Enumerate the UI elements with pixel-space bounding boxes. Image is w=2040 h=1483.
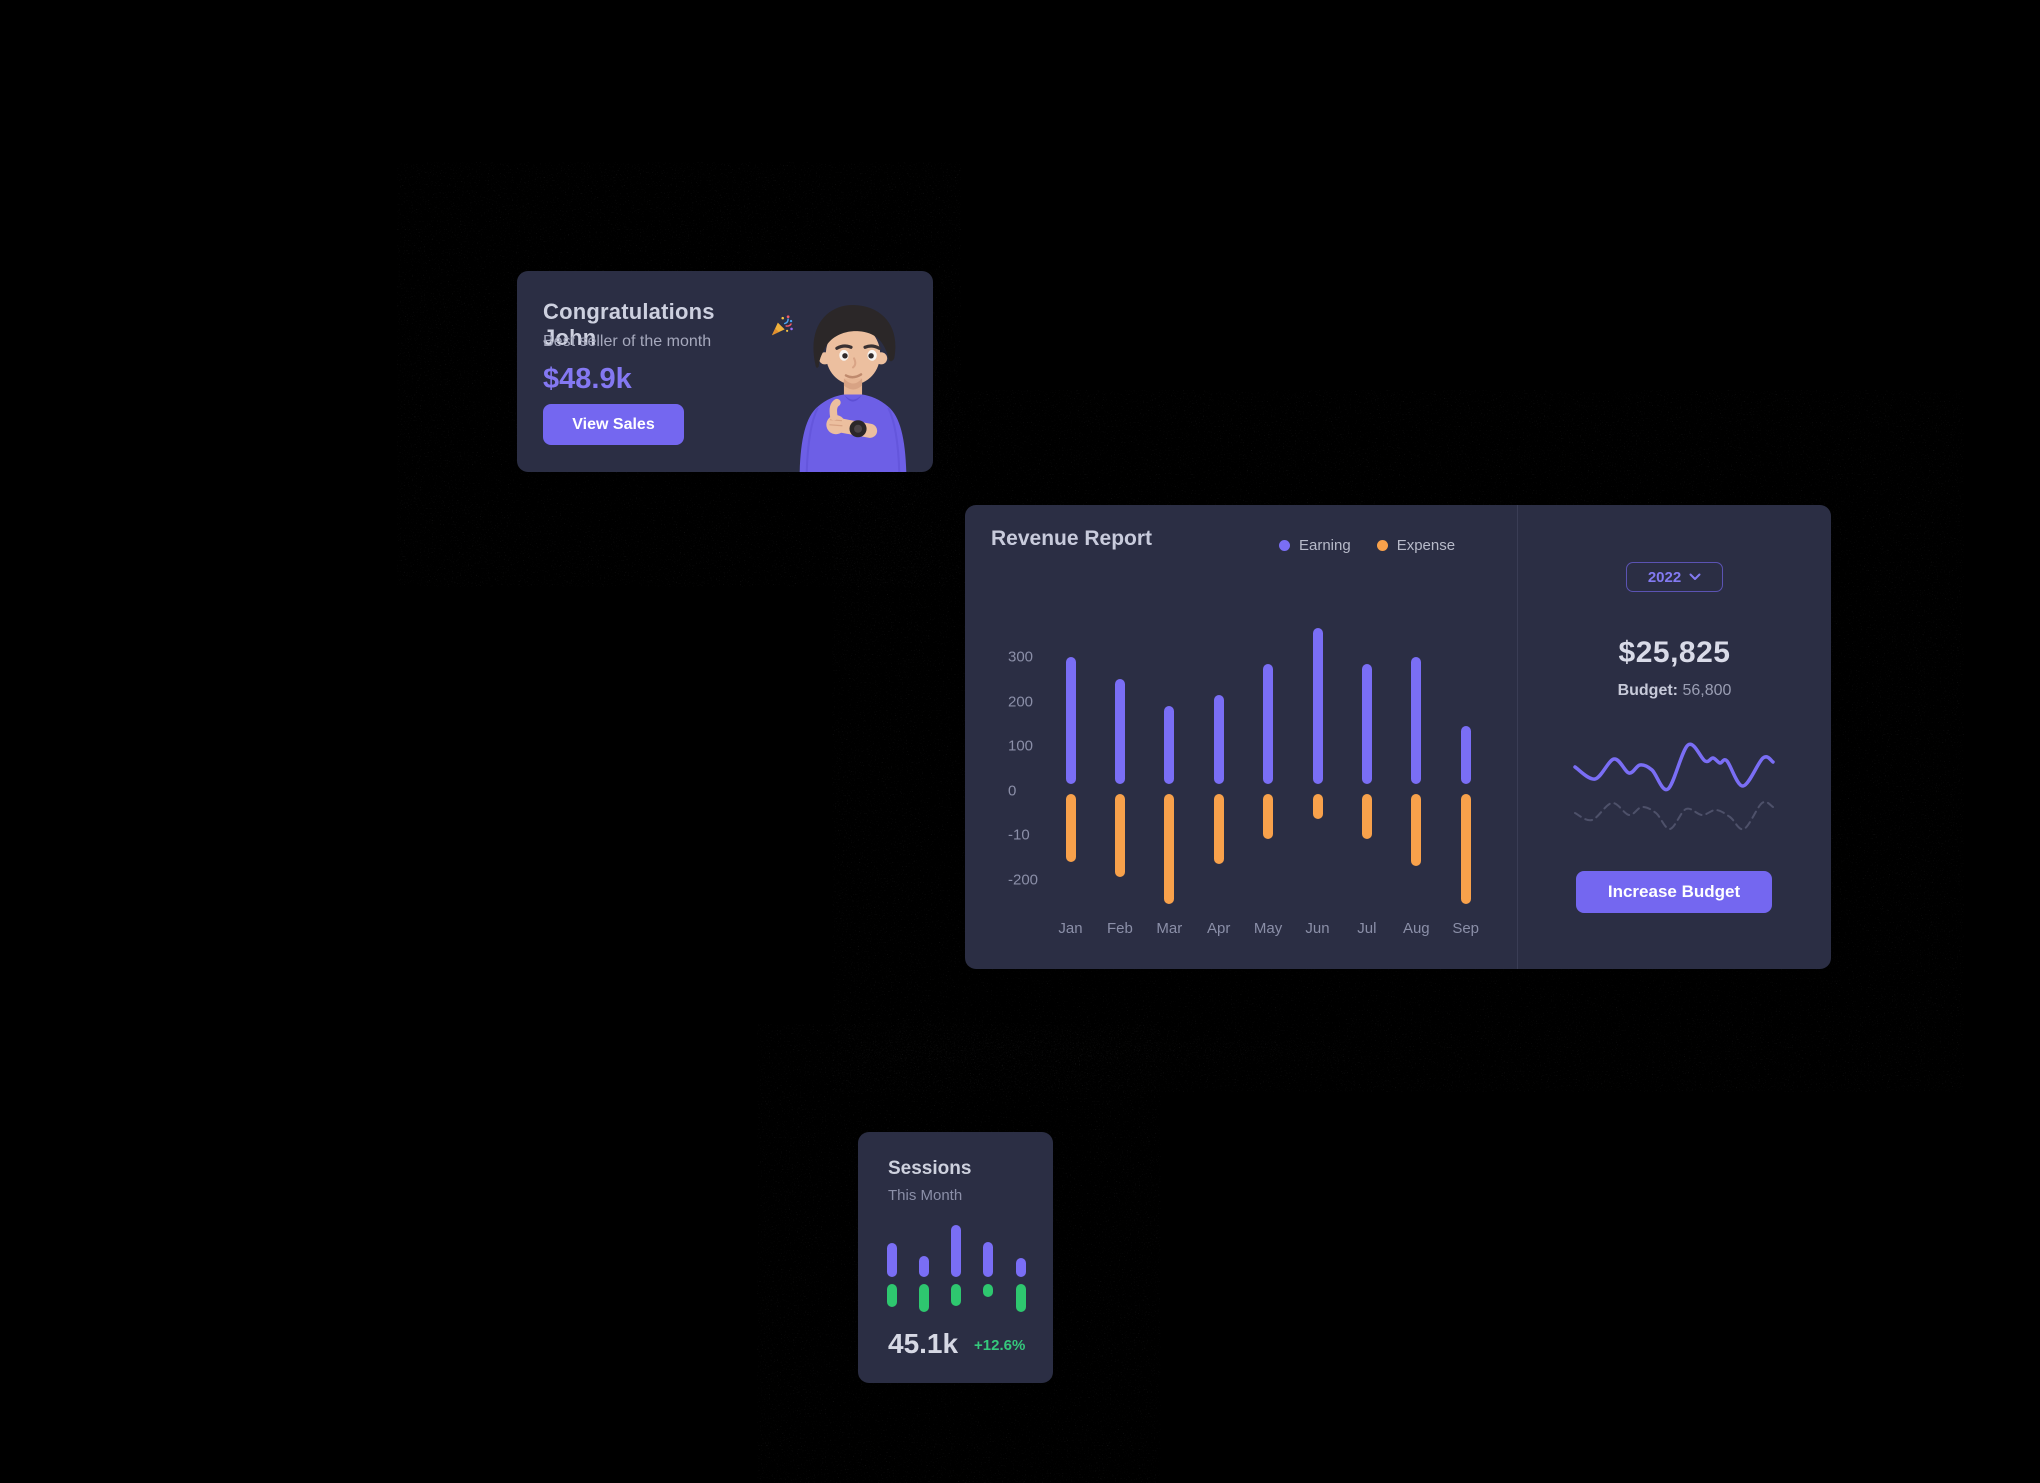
earning-bar-jul — [1361, 663, 1372, 784]
revenue-total: $25,825 — [1618, 636, 1731, 669]
earning-bar-jun — [1312, 628, 1323, 784]
budget-sparkline — [1573, 742, 1775, 831]
x-axis-label: Jun — [1305, 920, 1330, 937]
session-bar-down-5 — [1015, 1284, 1026, 1312]
session-bar-up-4 — [983, 1242, 994, 1277]
earning-bar-mar — [1164, 705, 1175, 784]
sessions-mini-chart — [858, 1132, 1053, 1383]
congrats-title: Congratulations John — [543, 299, 793, 351]
expense-bar-jun — [1312, 794, 1323, 820]
earning-bar-sep — [1460, 725, 1471, 784]
session-bar-up-2 — [918, 1256, 929, 1277]
y-tick-label: 0 — [1008, 782, 1017, 800]
y-tick-label: 100 — [1008, 737, 1034, 755]
x-axis-label: Feb — [1106, 920, 1133, 937]
expense-bar-mar — [1164, 794, 1175, 904]
year-dropdown[interactable]: 2022 — [1626, 562, 1723, 592]
congrats-subtitle: Best seller of the month — [543, 333, 712, 350]
legend-item-earning[interactable]: Earning — [1279, 537, 1351, 554]
session-bar-down-4 — [983, 1284, 994, 1297]
expense-bar-jul — [1361, 794, 1372, 840]
expense-bar-aug — [1411, 794, 1422, 867]
sessions-subtitle: This Month — [888, 1187, 963, 1204]
congrats-title-text: Congratulations John — [543, 299, 715, 350]
increase-budget-button[interactable]: Increase Budget — [1576, 871, 1772, 913]
session-bar-up-1 — [886, 1243, 897, 1277]
expense-bar-may — [1263, 794, 1274, 840]
x-axis-label: Jan — [1058, 920, 1083, 937]
revenue-bar-chart: 300 200 100 0 -10 -200 Jan Feb Mar Apr May Jun Jul Au… — [965, 505, 1518, 969]
y-tick-label: 200 — [1008, 693, 1034, 711]
x-axis-label: Mar — [1156, 920, 1183, 937]
congrats-amount: $48.9k — [543, 363, 632, 395]
card-divider — [1517, 505, 1518, 969]
budget-value: 56,800 — [1682, 682, 1732, 699]
legend-item-expense[interactable]: Expense — [1376, 537, 1456, 554]
congratulations-card: Congratulations John Best seller of the … — [517, 271, 933, 472]
revenue-report-card: Revenue Report Earning Expense 300 200 100… — [965, 505, 1831, 969]
session-bar-up-5 — [1015, 1258, 1026, 1277]
party-popper-icon — [771, 314, 793, 335]
x-axis-label: Sep — [1452, 920, 1480, 937]
revenue-legend: Earning Expense — [1279, 537, 1455, 554]
x-axis-label: May — [1253, 920, 1283, 937]
seller-illustration — [799, 305, 907, 472]
congrats-text-block: Congratulations John Best seller of the … — [543, 299, 793, 449]
y-tick-label: 300 — [1008, 648, 1034, 666]
earning-legend-dot — [1279, 540, 1290, 551]
earning-bar-jan — [1065, 657, 1076, 784]
expense-legend-label: Expense — [1396, 537, 1456, 554]
sessions-value: 45.1k — [888, 1328, 959, 1359]
y-tick-label: -200 — [1008, 871, 1039, 889]
chevron-down-icon — [1689, 573, 1701, 580]
earning-legend-label: Earning — [1299, 537, 1351, 554]
revenue-report-title: Revenue Report — [991, 527, 1153, 550]
expense-legend-dot — [1376, 540, 1388, 551]
sessions-title: Sessions — [888, 1158, 972, 1179]
session-bar-down-2 — [918, 1284, 929, 1312]
budget-line: Budget: 56,800 — [1518, 682, 1831, 700]
previous-year-line — [1574, 800, 1774, 831]
expense-bar-feb — [1114, 794, 1125, 878]
budget-label: Budget: — [1617, 682, 1679, 699]
current-year-line — [1573, 742, 1775, 792]
x-axis-label: Apr — [1207, 920, 1231, 937]
earning-bar-may — [1263, 663, 1274, 784]
earning-bar-apr — [1213, 694, 1224, 784]
earning-bar-aug — [1411, 657, 1422, 784]
year-dropdown-value: 2022 — [1647, 568, 1682, 586]
expense-bar-jan — [1065, 794, 1076, 862]
expense-bar-apr — [1213, 794, 1224, 864]
view-sales-button[interactable]: View Sales — [543, 404, 684, 445]
session-bar-down-3 — [951, 1284, 962, 1306]
x-axis-label: Jul — [1357, 920, 1377, 937]
sessions-card: Sessions This Month 45.1k +12.6% — [858, 1132, 1053, 1383]
sessions-delta: +12.6% — [974, 1337, 1026, 1354]
expense-bar-sep — [1460, 794, 1471, 904]
x-axis-label: Aug — [1402, 920, 1430, 937]
revenue-summary-panel: 2022 $25,825 Budget: 56,800 Increase Bud… — [1518, 505, 1831, 969]
session-bar-up-3 — [951, 1225, 962, 1277]
session-bar-down-1 — [886, 1284, 897, 1307]
y-tick-label: -10 — [1008, 826, 1030, 844]
earning-bar-feb — [1114, 679, 1125, 784]
